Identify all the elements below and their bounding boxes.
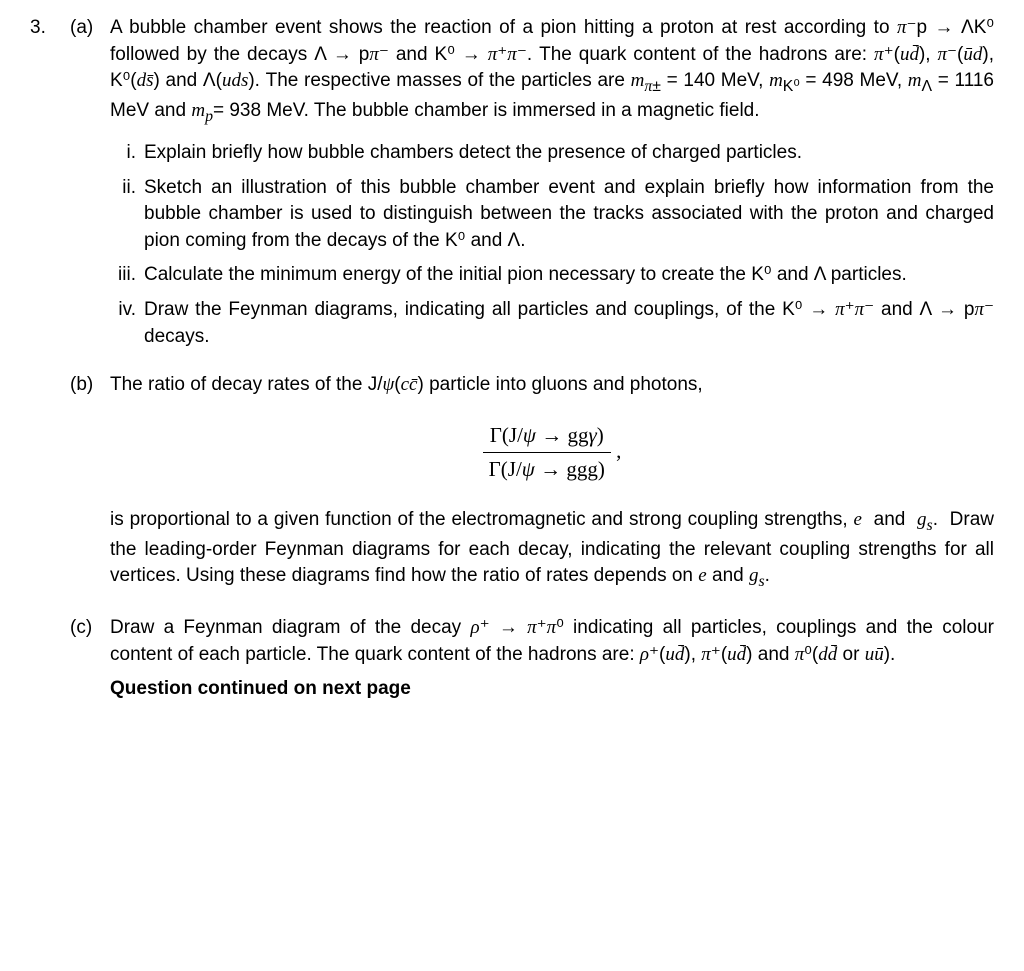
part-b-intro: The ratio of decay rates of the J/ψ(cc̄)… xyxy=(110,372,994,399)
part-a-intro: A bubble chamber event shows the reactio… xyxy=(110,15,994,128)
part-c-content: Draw a Feynman diagram of the decay ρ⁺ →… xyxy=(110,615,994,703)
part-b-after: is proportional to a given function of t… xyxy=(110,507,994,594)
formula-denominator: Γ(J/ψ → ggg) xyxy=(483,453,611,484)
part-b-content: The ratio of decay rates of the J/ψ(cc̄)… xyxy=(110,372,994,601)
sub-content-iv: Draw the Feynman diagrams, indicating al… xyxy=(144,297,994,350)
sub-content-iii: Calculate the minimum energy of the init… xyxy=(144,262,994,289)
sub-label-i: i. xyxy=(110,140,144,167)
sub-content-i: Explain briefly how bubble chambers dete… xyxy=(144,140,994,167)
question-3: 3. (a) A bubble chamber event shows the … xyxy=(30,15,994,717)
sub-label-iv: iv. xyxy=(110,297,144,350)
sub-item-ii: ii. Sketch an illustration of this bubbl… xyxy=(110,175,994,255)
sub-label-iii: iii. xyxy=(110,262,144,289)
part-a-label: (a) xyxy=(70,15,110,358)
part-b-formula: Γ(J/ψ → ggγ) Γ(J/ψ → ggg) , xyxy=(110,421,994,485)
sub-item-iii: iii. Calculate the minimum energy of the… xyxy=(110,262,994,289)
part-c-label: (c) xyxy=(70,615,110,703)
part-a-sublist: i. Explain briefly how bubble chambers d… xyxy=(110,140,994,350)
sub-item-iv: iv. Draw the Feynman diagrams, indicatin… xyxy=(110,297,994,350)
part-a-content: A bubble chamber event shows the reactio… xyxy=(110,15,994,358)
question-number: 3. xyxy=(30,15,70,717)
sub-label-ii: ii. xyxy=(110,175,144,255)
part-a: (a) A bubble chamber event shows the rea… xyxy=(70,15,994,358)
formula-numerator: Γ(J/ψ → ggγ) xyxy=(483,421,611,453)
continue-notice: Question continued on next page xyxy=(110,676,994,703)
part-b-label: (b) xyxy=(70,372,110,601)
sub-item-i: i. Explain briefly how bubble chambers d… xyxy=(110,140,994,167)
sub-content-ii: Sketch an illustration of this bubble ch… xyxy=(144,175,994,255)
part-b: (b) The ratio of decay rates of the J/ψ(… xyxy=(70,372,994,601)
part-c: (c) Draw a Feynman diagram of the decay … xyxy=(70,615,994,703)
question-body: (a) A bubble chamber event shows the rea… xyxy=(70,15,994,717)
part-c-text: Draw a Feynman diagram of the decay ρ⁺ →… xyxy=(110,615,994,668)
